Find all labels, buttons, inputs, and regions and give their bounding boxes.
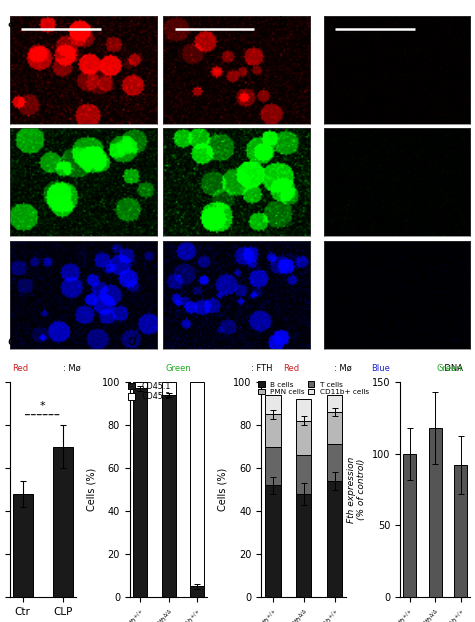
Text: : DNA: : DNA — [439, 364, 464, 373]
Legend: B cells, PMN cells, T cells, CD11b+ cells: B cells, PMN cells, T cells, CD11b+ cell… — [258, 381, 369, 395]
Text: b: b — [278, 16, 286, 30]
Title: Control: Control — [66, 5, 101, 15]
Bar — [327, 412, 342, 444]
Y-axis label: Cells (%): Cells (%) — [86, 468, 96, 511]
Text: : FTH: : FTH — [251, 364, 278, 373]
Text: Red: Red — [12, 364, 28, 373]
Text: d: d — [127, 334, 136, 348]
Legend: CD45.1, CD45.2: CD45.1, CD45.2 — [128, 382, 171, 401]
Bar — [12, 494, 33, 597]
Text: *: * — [40, 401, 46, 411]
Bar — [327, 395, 342, 412]
Bar — [265, 414, 281, 447]
Text: Red: Red — [283, 364, 299, 373]
Bar — [53, 447, 73, 597]
Text: : Mø: : Mø — [334, 364, 357, 373]
Bar — [429, 428, 442, 597]
Bar — [327, 481, 342, 597]
Title: CLP: CLP — [228, 5, 246, 15]
Bar — [190, 587, 204, 597]
Bar — [162, 395, 176, 597]
Bar — [296, 455, 312, 494]
Text: Green: Green — [437, 364, 462, 373]
Text: a: a — [7, 16, 16, 30]
Bar — [190, 382, 204, 587]
Text: Blue: Blue — [371, 364, 390, 373]
Y-axis label: Cells (%): Cells (%) — [218, 468, 228, 511]
Text: Green: Green — [166, 364, 191, 373]
Bar — [454, 465, 467, 597]
Title: Secondary Ab only: Secondary Ab only — [352, 5, 443, 15]
Bar — [296, 399, 312, 420]
Bar — [265, 447, 281, 485]
Y-axis label: Fth expression
(% of control): Fth expression (% of control) — [347, 457, 366, 522]
Bar — [133, 388, 147, 597]
Bar — [133, 382, 147, 388]
Bar — [327, 444, 342, 481]
Text: c: c — [7, 334, 15, 348]
Text: : Mø: : Mø — [63, 364, 86, 373]
Bar — [403, 453, 416, 597]
Text: f: f — [398, 334, 403, 348]
Text: e: e — [259, 334, 267, 348]
Bar — [265, 395, 281, 414]
Bar — [296, 494, 312, 597]
Bar — [296, 420, 312, 455]
Bar — [265, 485, 281, 597]
Bar — [162, 382, 176, 395]
